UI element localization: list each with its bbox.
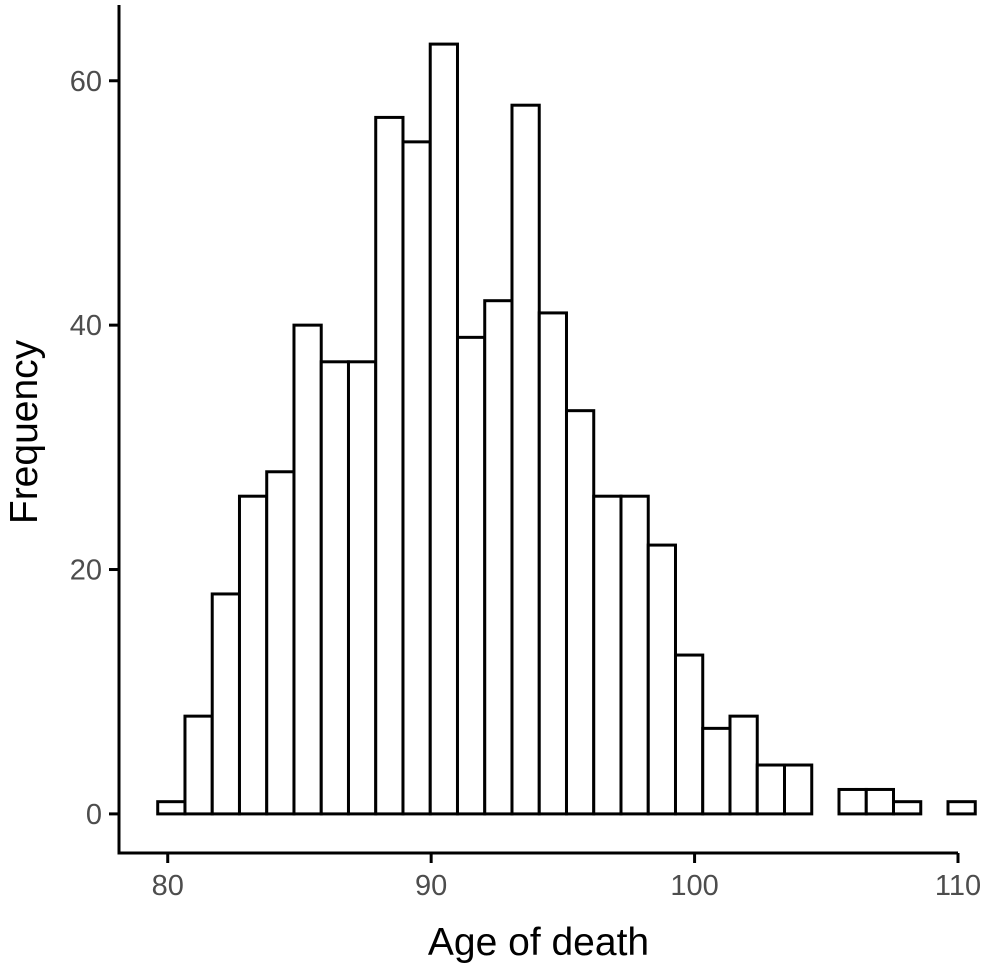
y-tick-label: 40 <box>70 310 102 342</box>
histogram-bar <box>892 800 923 816</box>
x-tick-label: 90 <box>415 870 447 902</box>
histogram-bar <box>210 592 241 816</box>
histogram-bars <box>156 42 977 816</box>
y-axis-title: Frequency <box>3 339 46 524</box>
histogram-bar <box>401 140 432 816</box>
y-axis-ticks: 0 20 40 60 <box>70 66 119 831</box>
histogram-bar <box>292 323 323 816</box>
y-tick-label: 60 <box>70 66 102 98</box>
x-axis-ticks: 80 90 100 110 <box>152 853 981 902</box>
x-axis-title: Age of death <box>428 921 649 964</box>
histogram-bar <box>183 714 214 816</box>
histogram-bar <box>564 409 596 816</box>
histogram-bar <box>673 653 705 816</box>
histogram-bar <box>728 714 759 816</box>
histogram-bar <box>837 787 868 816</box>
histogram-bar <box>237 494 269 816</box>
histogram-bar <box>483 299 514 816</box>
histogram-bar <box>510 103 541 816</box>
histogram-bar <box>701 726 732 816</box>
histogram-bar <box>782 763 814 816</box>
histogram-bar <box>156 800 187 816</box>
histogram-bar <box>346 360 378 816</box>
histogram-bar <box>755 763 786 816</box>
x-tick-label: 110 <box>935 870 981 902</box>
histogram-bar <box>592 494 623 816</box>
y-tick-label: 20 <box>70 555 102 587</box>
histogram-bar <box>265 470 296 816</box>
histogram-bar <box>319 360 350 816</box>
histogram-bar <box>428 42 459 816</box>
x-tick-label: 100 <box>670 870 718 902</box>
x-tick-label: 80 <box>152 870 184 902</box>
histogram-bar <box>646 543 677 816</box>
histogram-bar <box>619 494 650 816</box>
histogram-bar <box>946 800 977 816</box>
histogram-bar <box>537 311 568 816</box>
histogram-bar <box>455 335 487 816</box>
histogram-bar <box>864 787 896 816</box>
histogram-bar <box>374 115 405 816</box>
y-tick-label: 0 <box>86 799 102 831</box>
